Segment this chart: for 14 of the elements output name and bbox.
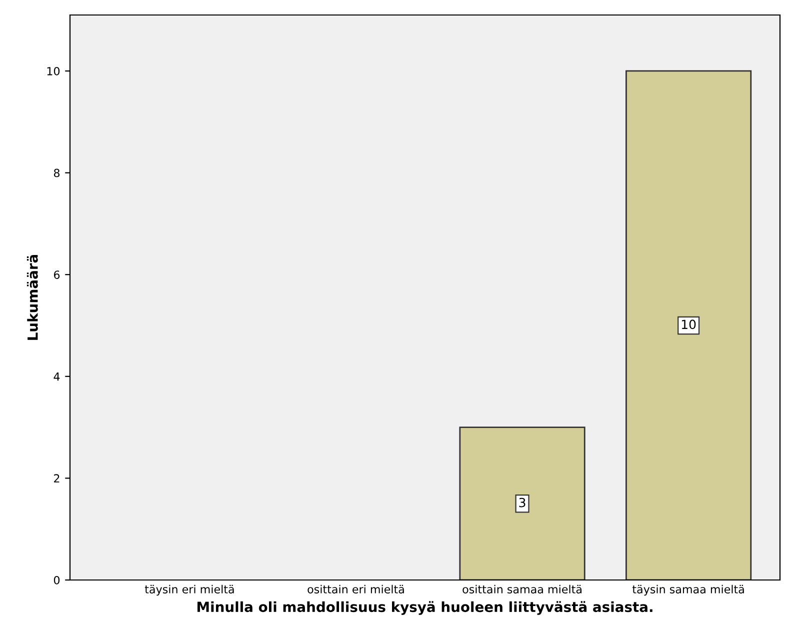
y-tick-label: 6 — [54, 270, 60, 279]
y-tick-label: 10 — [47, 66, 60, 76]
x-tick-label: täysin eri mieltä — [144, 584, 234, 596]
y-tick-label: 0 — [54, 576, 60, 584]
x-tick-label: osittain eri mieltä — [308, 584, 404, 594]
data-label: 3 — [519, 498, 526, 508]
data-label: 10 — [682, 320, 696, 330]
x-axis-title: Minulla oli mahdollisuus kysyä huoleen liittyvästä asiasta. — [197, 601, 652, 615]
x-tick-label: osittain samaa mieltä — [462, 584, 582, 594]
x-tick-label: täysin samaa mieltä — [632, 584, 744, 596]
y-axis-title: Lukumäärä — [26, 254, 38, 340]
y-tick-label: 4 — [54, 372, 60, 381]
y-tick-label: 8 — [54, 168, 60, 178]
y-tick-label: 2 — [54, 474, 60, 482]
